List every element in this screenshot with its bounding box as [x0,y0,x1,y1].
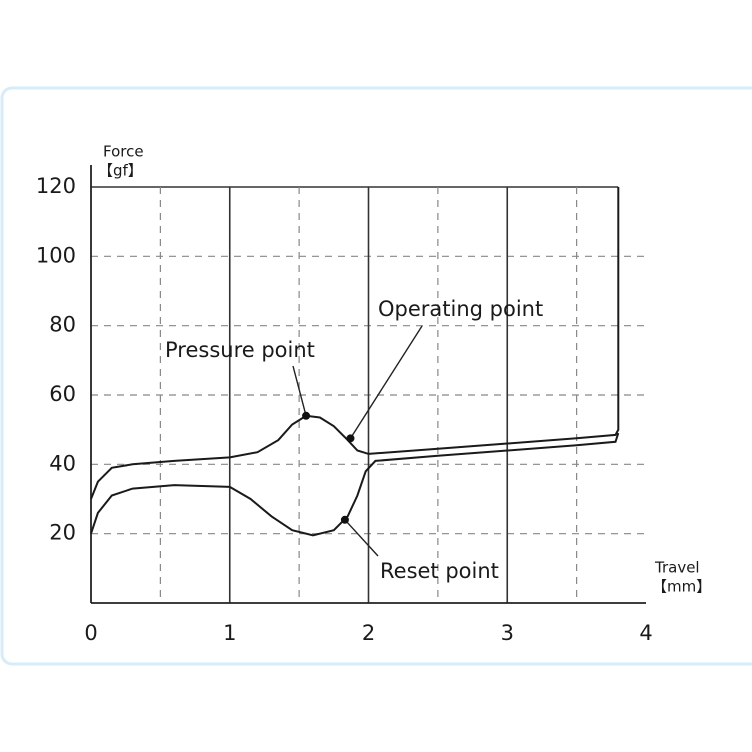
annotation-point [302,411,311,420]
x-axis-unit: 【mm】 [652,578,711,596]
annotation-label: Reset point [380,559,499,583]
annotation-point [340,515,349,524]
y-axis-unit: 【gf】 [98,162,143,180]
x-tick-label: 2 [362,621,375,645]
x-axis-label: Travel [654,559,700,577]
y-tick-label: 80 [49,313,76,337]
y-tick-label: 120 [36,174,76,198]
curve [90,187,620,500]
frame [0,86,752,666]
y-tick-label: 40 [49,451,76,475]
x-tick-label: 4 [639,621,652,645]
x-tick-label: 0 [84,621,97,645]
annotation-label: Operating point [378,297,543,321]
leader-line [349,325,423,439]
annotation-point [346,434,355,443]
y-tick-label: 20 [49,521,76,545]
x-tick-label: 1 [223,621,236,645]
y-axis-label: Force [103,143,144,161]
annotation-label: Pressure point [165,338,315,362]
y-tick-label: 60 [49,382,76,406]
y-tick-label: 100 [36,243,76,267]
x-tick-label: 3 [501,621,514,645]
curve [90,432,620,537]
leader-line [344,519,379,557]
leader-line [292,365,307,416]
